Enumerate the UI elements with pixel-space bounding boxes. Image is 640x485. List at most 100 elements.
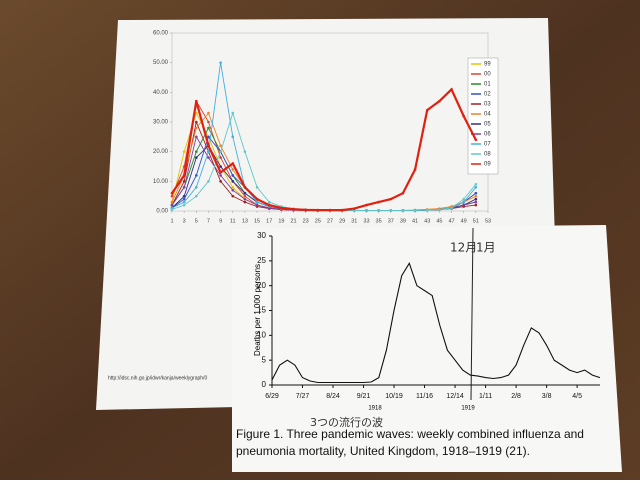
data-point [182, 194, 186, 198]
legend-label: 00 [484, 72, 491, 78]
data-point [231, 188, 235, 192]
x-tick-label: 41 [412, 218, 418, 224]
data-point [474, 200, 478, 204]
x-tick-label: 1 [170, 218, 173, 224]
x-tick-label: 25 [315, 218, 321, 224]
data-point [425, 108, 429, 112]
data-point [377, 209, 380, 212]
data-point [195, 174, 198, 177]
x-tick-label: 31 [351, 218, 357, 224]
x-tick-label: 19 [278, 218, 284, 224]
data-point [340, 208, 344, 212]
x-tick-label: 6/29 [265, 393, 279, 400]
y-tick-label: 30.00 [153, 120, 169, 126]
data-point [170, 194, 174, 198]
figure-caption: Figure 1. Three pandemic waves: weekly c… [236, 427, 584, 458]
data-point [243, 150, 247, 153]
x-tick-label: 15 [254, 218, 260, 224]
mortality-line [271, 262, 601, 384]
data-point [365, 203, 368, 207]
data-point [413, 168, 417, 171]
x-tick-label: 21 [290, 218, 296, 224]
y-tick-label: 10.00 [153, 179, 169, 185]
x-tick-label: 29 [339, 218, 345, 224]
data-point [195, 99, 198, 103]
legend-label: 01 [484, 82, 491, 88]
data-point [292, 207, 295, 211]
data-point [365, 209, 368, 212]
data-point [474, 197, 478, 201]
data-point [182, 174, 186, 177]
x-tick-label: 53 [485, 218, 491, 224]
data-point [182, 203, 186, 207]
legend-label: 08 [484, 152, 491, 158]
x-tick-label: 1/11 [479, 393, 492, 400]
data-point [353, 207, 356, 210]
y-tick-label: 0.00 [156, 209, 168, 215]
data-point [219, 174, 222, 177]
data-point [219, 171, 222, 174]
x-tick-label: 9/21 [357, 393, 371, 400]
y-tick-label: 25 [257, 256, 266, 265]
series-line [171, 87, 477, 212]
data-point [182, 200, 186, 204]
data-point [328, 208, 332, 212]
data-point [474, 203, 478, 207]
x-tick-label: 3 [183, 218, 186, 224]
data-point [195, 120, 198, 124]
data-point [207, 135, 210, 139]
data-point [231, 135, 235, 139]
data-point [219, 180, 222, 183]
data-point [462, 203, 465, 207]
x-tick-label: 33 [363, 218, 369, 224]
paper-bottom [232, 225, 622, 472]
data-point [462, 114, 465, 118]
x-tick-label: 23 [303, 218, 309, 224]
data-point [474, 194, 478, 198]
y-tick-label: 5 [262, 355, 267, 364]
x-tick-label: 51 [473, 218, 479, 224]
data-point [170, 203, 174, 207]
data-point [243, 197, 247, 201]
x-tick-label: 5 [195, 218, 198, 224]
data-point [243, 200, 247, 204]
data-point [474, 185, 478, 189]
data-point [219, 150, 222, 153]
y-tick-label: 10 [257, 330, 266, 339]
divider [470, 227, 474, 401]
data-point [425, 208, 429, 212]
y-axis-label: Deaths per 1,000 persons [253, 264, 262, 356]
data-point [195, 135, 198, 139]
data-point [219, 165, 222, 168]
data-point [231, 194, 235, 198]
y-tick-label: 0 [262, 380, 267, 389]
data-point [413, 209, 417, 212]
data-point [255, 200, 259, 204]
data-point [207, 156, 210, 159]
data-point [219, 144, 222, 148]
data-point [207, 150, 210, 153]
y-tick-label: 40.00 [153, 90, 169, 96]
data-point [474, 191, 478, 195]
data-point [182, 180, 186, 183]
data-point [170, 208, 174, 211]
data-point [219, 61, 222, 64]
handwritten-note: 3つの流行の波 [310, 415, 383, 429]
x-tick-label: 13 [242, 218, 248, 224]
data-point [401, 209, 405, 212]
data-point [438, 99, 441, 103]
data-point [182, 150, 186, 153]
data-point [377, 200, 380, 204]
legend-label: 09 [484, 162, 491, 168]
x-tick-label: 12/14 [446, 393, 464, 400]
data-point [255, 203, 259, 207]
data-point [207, 144, 210, 148]
data-point [243, 194, 247, 198]
data-point [389, 209, 393, 212]
y-tick-label: 20 [257, 281, 266, 290]
data-point [280, 206, 283, 210]
y-tick-label: 30 [257, 231, 266, 240]
data-point [207, 126, 210, 130]
